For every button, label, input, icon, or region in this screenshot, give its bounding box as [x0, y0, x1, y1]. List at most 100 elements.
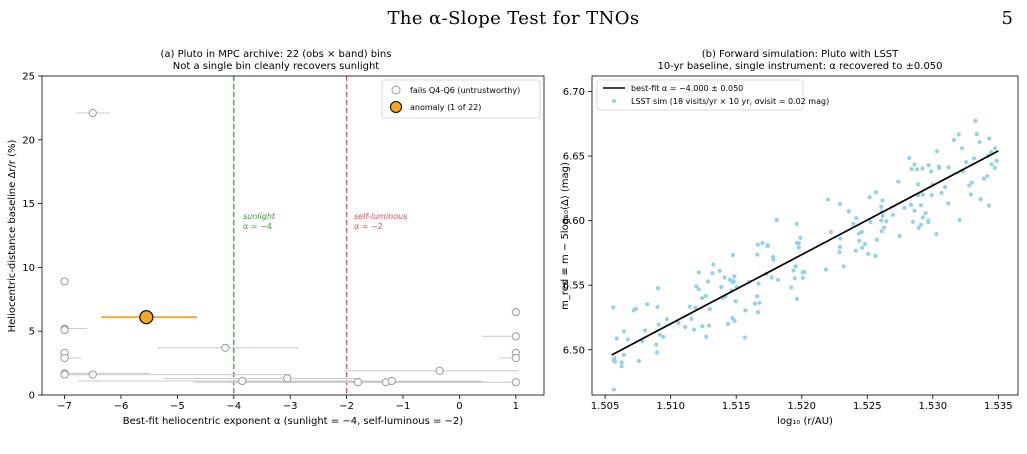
panel-b-marks [611, 118, 999, 392]
sim-point [687, 304, 692, 309]
panel-b-title: (b) Forward simulation: Pluto with LSST [702, 49, 899, 60]
sim-point [914, 167, 920, 172]
y-tick-label: 6.65 [563, 152, 585, 163]
sim-point [676, 320, 681, 325]
sim-point [645, 302, 650, 307]
y-tick-label: 20 [22, 135, 35, 146]
sim-point [977, 139, 982, 145]
sim-point [916, 182, 921, 187]
sim-point [722, 275, 727, 280]
legend-anomaly-label: anomaly (1 of 22) [410, 103, 481, 112]
sim-point [612, 356, 617, 361]
sim-point [730, 252, 735, 258]
sim-point [742, 335, 748, 340]
sim-point [957, 217, 962, 223]
sim-point [664, 317, 669, 322]
sim-point [854, 215, 859, 221]
sim-point [717, 268, 722, 273]
sim-point [700, 324, 705, 329]
sim-point [798, 235, 803, 240]
sim-point [728, 277, 733, 282]
gray-point [283, 374, 292, 383]
sim-point [985, 173, 990, 179]
sim-point [776, 277, 781, 283]
sim-point [964, 159, 969, 165]
sim-point [696, 287, 701, 292]
sim-point [619, 360, 624, 365]
sim-point [920, 215, 925, 220]
gray-point [221, 343, 230, 352]
sim-point [655, 304, 660, 310]
x-tick-label: −1 [396, 401, 411, 412]
anomaly-point [139, 310, 154, 325]
sim-point [853, 248, 858, 253]
sim-point [896, 179, 901, 184]
sim-point [879, 229, 884, 234]
sim-point [765, 244, 770, 249]
sim-point [978, 197, 983, 202]
sim-point [621, 352, 626, 357]
panel-a-subtitle: Not a single bin cleanly recovers sunlig… [173, 61, 380, 72]
sim-point [868, 219, 873, 225]
panel-b-legend-box [596, 79, 804, 111]
sim-point [926, 220, 931, 225]
panel-a-ylabel: Heliocentric-distance baseline Δr/r (%) [7, 140, 18, 333]
sim-point [929, 192, 934, 198]
sim-point [760, 240, 765, 246]
x-tick-label: −7 [57, 401, 72, 412]
sim-point [946, 165, 951, 170]
sim-point [897, 233, 902, 239]
gray-point [88, 108, 97, 118]
sim-point [967, 183, 972, 188]
sim-point [923, 211, 928, 216]
sim-point [929, 169, 934, 174]
sim-point [691, 327, 697, 332]
sim-point [757, 300, 762, 305]
sim-point [625, 337, 630, 342]
sim-point [907, 156, 912, 161]
sim-point [611, 387, 616, 392]
x-tick-label: 1.515 [722, 401, 751, 412]
sim-point [828, 229, 833, 235]
page-number: 5 [1001, 8, 1013, 29]
sim-point [968, 192, 973, 197]
sim-point [689, 316, 694, 321]
x-tick-label: 1.505 [591, 401, 620, 412]
sim-point [934, 232, 939, 237]
panel-a-marks [60, 76, 520, 395]
sim-point [910, 219, 916, 224]
sim-point [856, 231, 862, 236]
sim-point [656, 322, 661, 327]
sim-point [703, 293, 708, 299]
sim-point [851, 221, 856, 226]
sim-point [986, 203, 992, 208]
sim-point [699, 296, 705, 301]
x-tick-label: 1.525 [853, 401, 882, 412]
sim-point [756, 281, 761, 286]
sim-point [918, 203, 923, 208]
sim-point [755, 242, 760, 247]
sim-point [755, 252, 760, 257]
panel-a-xlabel: Best-fit heliocentric exponent α (sunlig… [123, 416, 463, 427]
sim-point [856, 238, 862, 243]
sim-point [730, 316, 735, 321]
y-tick-label: 15 [22, 199, 35, 210]
gray-point [511, 332, 520, 341]
sim-point [711, 262, 716, 267]
gray-point [511, 307, 520, 317]
panel-b-legend: best-fit α = −4.000 ± 0.050 LSST sim (18… [596, 79, 829, 111]
panel-b-frame [591, 75, 1019, 396]
sim-point [926, 163, 931, 168]
sim-point [696, 270, 701, 275]
panel-b-chart: (b) Forward simulation: Pluto with LSST … [560, 49, 1019, 427]
sim-point [683, 324, 688, 330]
page-header: The α-Slope Test for TNOs 5 [0, 0, 1027, 40]
sim-point [707, 307, 712, 312]
sim-point [992, 165, 997, 170]
panel-a-legend: fails Q4-Q6 (untrustworthy) anomaly (1 o… [381, 79, 541, 119]
sim-point [902, 205, 907, 211]
sim-point [657, 332, 662, 337]
sim-point [796, 245, 801, 250]
sim-point [654, 350, 660, 355]
